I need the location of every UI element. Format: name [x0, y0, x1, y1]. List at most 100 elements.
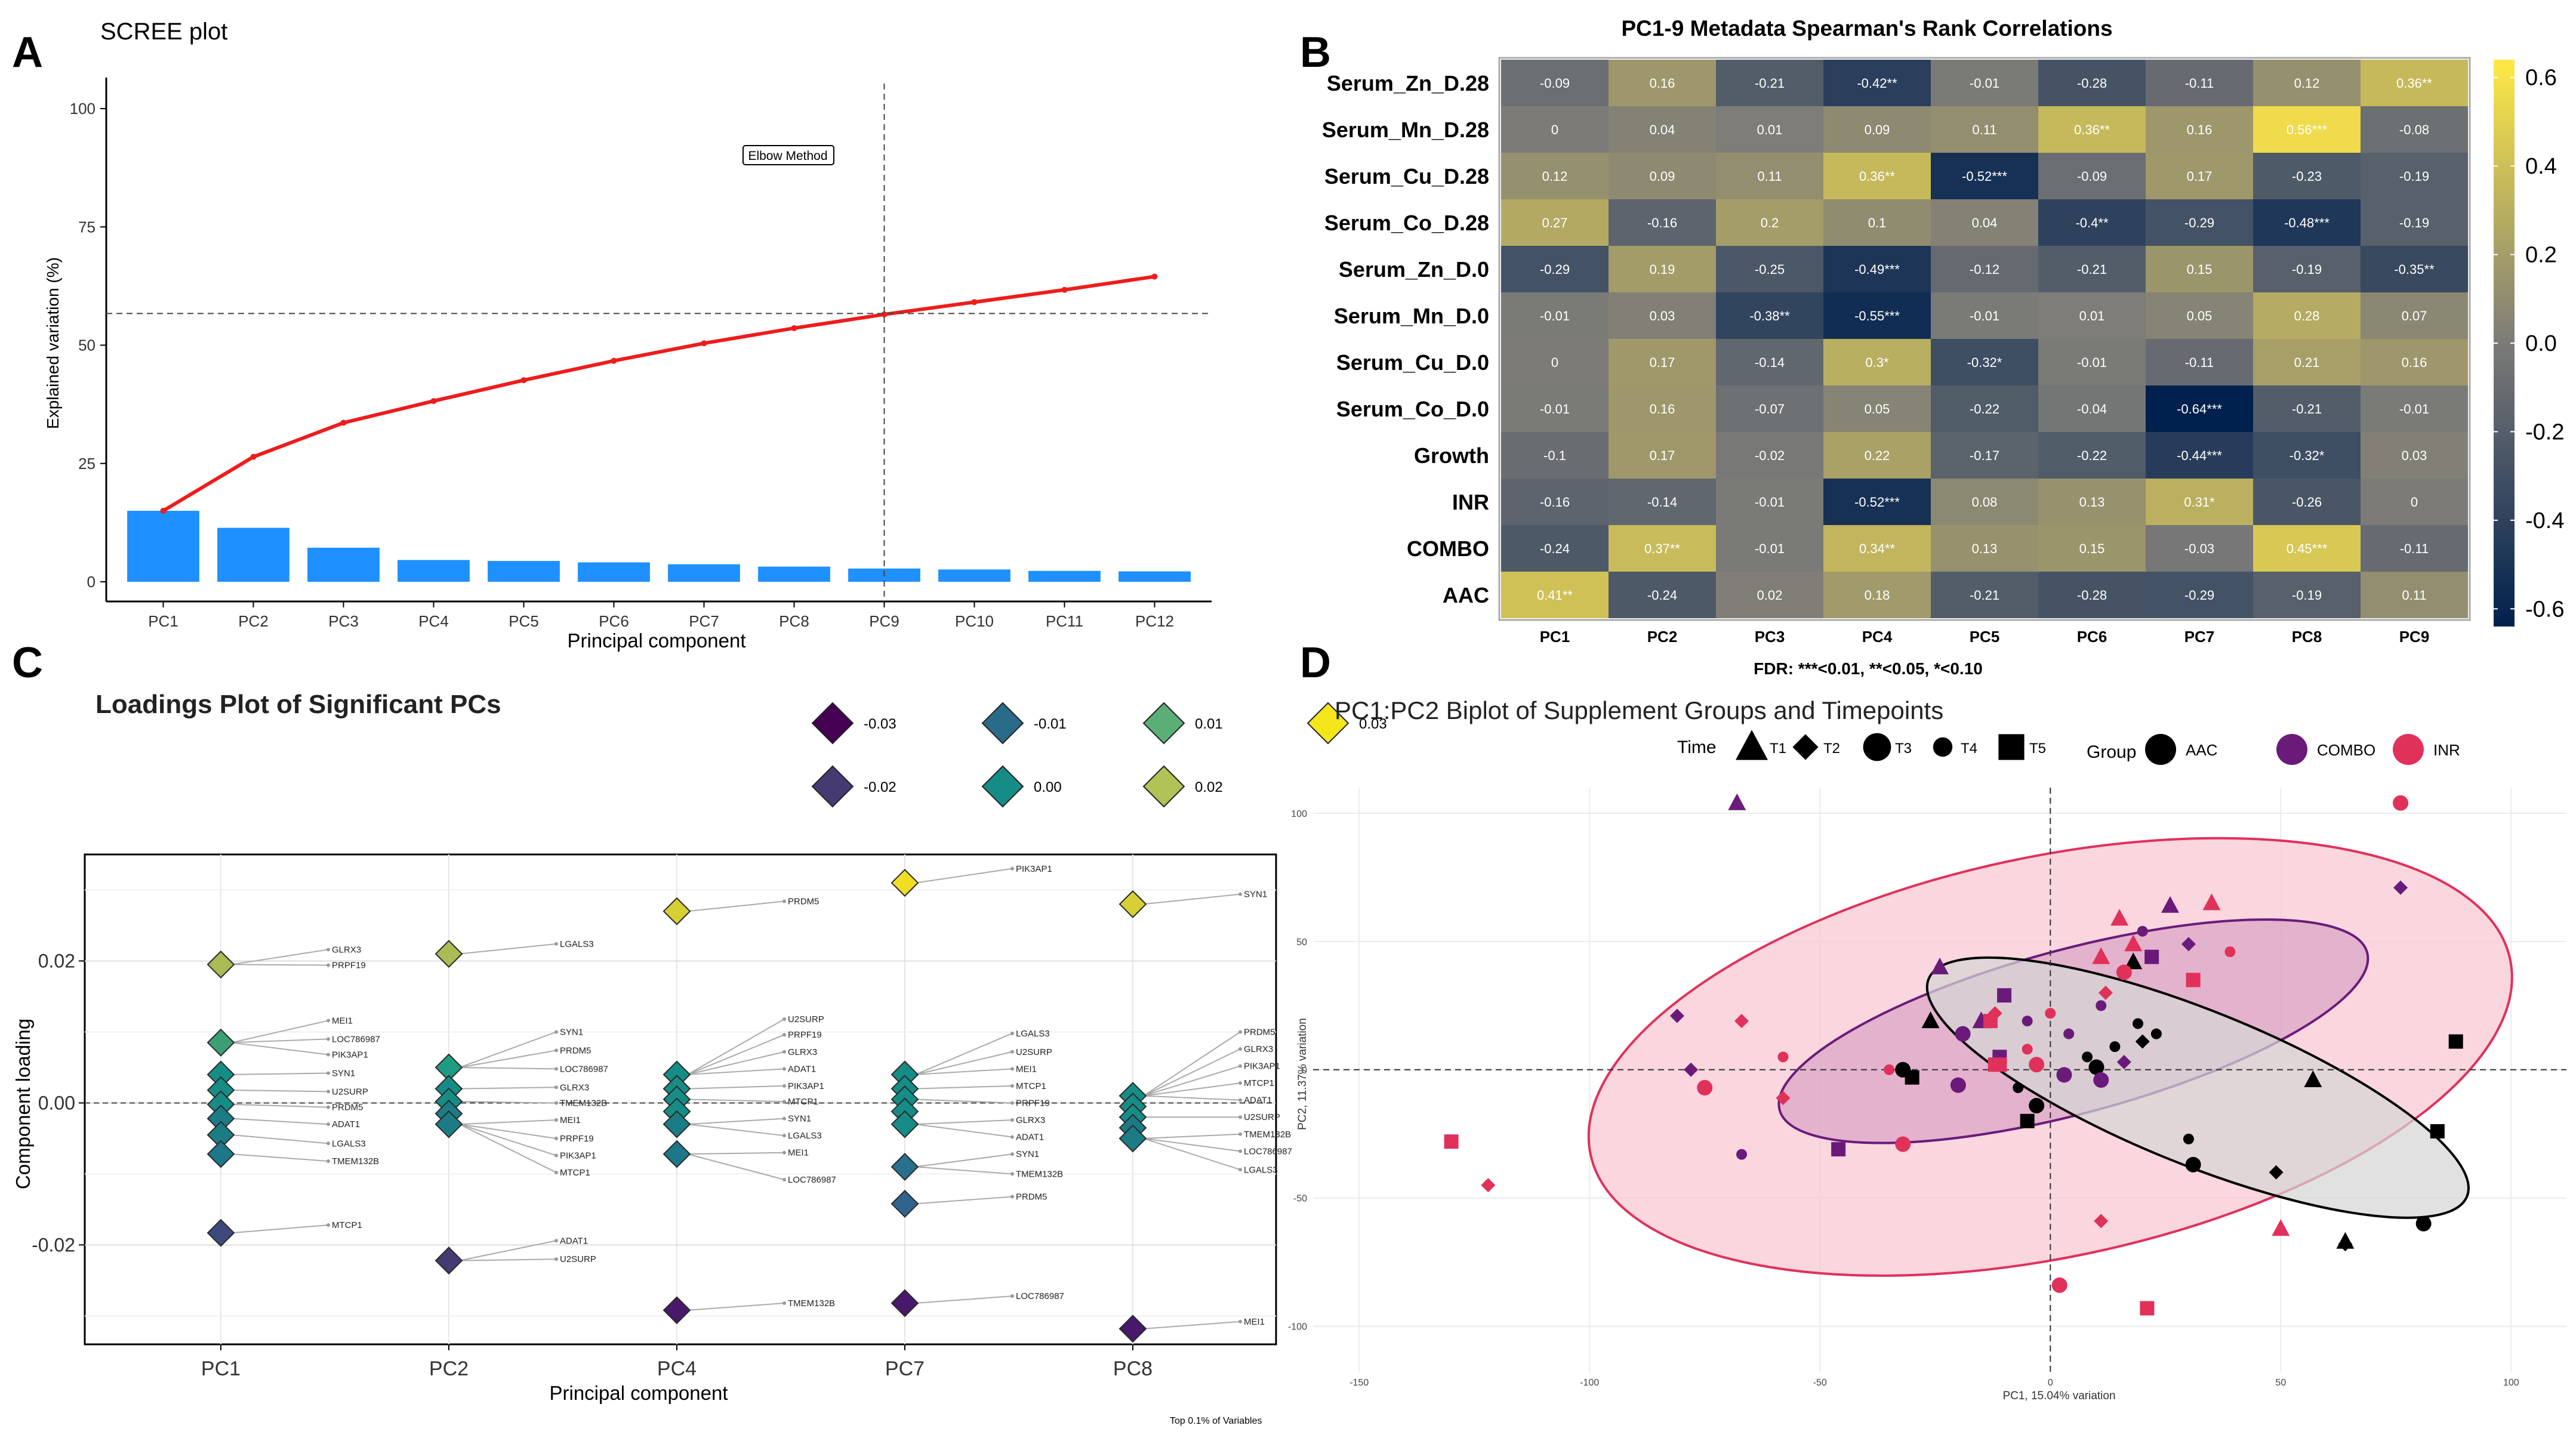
cell-label: -0.01 — [1755, 495, 1785, 510]
legend-label: -0.03 — [864, 716, 896, 732]
x-tick-label: PC2 — [429, 1357, 469, 1380]
cell-label: -0.52*** — [1962, 169, 2007, 184]
loading-point — [663, 1140, 691, 1168]
cell-label: -0.01 — [1755, 541, 1785, 556]
legend-swatch — [811, 765, 854, 808]
label-dot — [782, 1084, 786, 1088]
legend-swatch — [981, 702, 1024, 745]
heatmap-cell — [2253, 60, 2361, 106]
label-leader — [231, 1038, 329, 1044]
cumulative-point — [1061, 286, 1068, 293]
gene-label: U2SURP — [1244, 1112, 1280, 1122]
label-leader — [1143, 1137, 1241, 1171]
label-leader — [459, 1240, 557, 1261]
label-leader — [231, 1153, 329, 1162]
cell-label: 0.04 — [1650, 122, 1675, 137]
cell-label: -0.19 — [2399, 215, 2429, 230]
row-label: Serum_Mn_D.28 — [1322, 118, 1489, 142]
label-leader — [231, 949, 329, 965]
label-dot — [1010, 1172, 1014, 1176]
heatmap-cell — [2253, 525, 2361, 572]
biplot-point — [2022, 1044, 2033, 1055]
heatmap-cell — [2253, 339, 2361, 385]
cell-label: -0.14 — [1755, 355, 1785, 370]
cell-label: -0.01 — [1540, 402, 1570, 416]
heatmap-cell — [2038, 106, 2146, 153]
legend-time-label: T5 — [2029, 740, 2046, 757]
heatmap-cell — [1501, 292, 1609, 339]
column-label: PC5 — [1970, 628, 2000, 646]
cell-label: 0.11 — [1972, 122, 1996, 137]
cell-label: 0.16 — [1650, 76, 1675, 91]
legend-group-title: Group — [2087, 742, 2136, 762]
label-dot — [1010, 1050, 1014, 1054]
label-leader — [231, 1042, 329, 1056]
legend-label: 0.02 — [1195, 779, 1223, 795]
legend-time-label: T3 — [1895, 740, 1912, 757]
label-dot — [782, 1134, 786, 1138]
loading-point — [890, 1110, 919, 1138]
gene-label: PIK3AP1 — [332, 1050, 368, 1060]
gene-label: MTCP1 — [788, 1097, 818, 1107]
cell-label: -0.49*** — [1854, 262, 1900, 277]
heatmap-cell — [2038, 292, 2146, 339]
biplot-point — [1734, 1014, 1749, 1029]
loading-point — [435, 940, 463, 968]
heatmap-cell — [2253, 432, 2361, 479]
loading-point — [890, 1189, 919, 1218]
biplot-point — [2140, 1301, 2155, 1316]
label-leader — [687, 1153, 785, 1180]
cell-label: -0.11 — [2400, 541, 2429, 556]
biplot-point — [2272, 1219, 2290, 1236]
row-label: INR — [1452, 490, 1489, 514]
cell-label: -0.22 — [2077, 448, 2107, 463]
cell-label: 0.08 — [1972, 495, 1998, 510]
gene-label: GLRX3 — [560, 1082, 589, 1093]
label-leader — [459, 1119, 557, 1125]
cell-label: -0.16 — [1540, 495, 1570, 510]
legend-group-swatch — [2276, 734, 2307, 765]
label-leader — [915, 1196, 1013, 1205]
loading-point — [207, 951, 235, 979]
cell-label: -0.01 — [1970, 308, 1999, 323]
cell-label: -0.52*** — [1854, 495, 1900, 510]
biplot-point — [2092, 947, 2110, 964]
loading-point — [890, 1153, 919, 1181]
colorbar-label: -0.4 — [2525, 508, 2564, 533]
cumulative-point — [701, 340, 707, 347]
biplot-point — [1997, 988, 2012, 1003]
gene-label: ADAT1 — [332, 1119, 360, 1130]
column-label: PC9 — [2399, 628, 2430, 646]
heatmap-cell — [2146, 479, 2253, 525]
label-dot — [326, 1159, 330, 1164]
label-dot — [326, 1053, 330, 1057]
legend-time-symbol — [1998, 734, 2025, 760]
heatmap-cell — [1609, 572, 1716, 618]
biplot-point — [2013, 1082, 2024, 1093]
panel-c-legend: -0.03 -0.01 0.01 0.03 -0.02 0.00 0.02 — [811, 702, 1387, 808]
biplot-point — [2029, 1057, 2045, 1073]
legend-group-swatch — [2393, 734, 2424, 765]
label-leader — [1143, 1320, 1241, 1329]
label-leader — [915, 1295, 1013, 1304]
biplot-point — [1669, 1008, 1684, 1023]
heatmap-cell — [2253, 199, 2361, 246]
label-dot — [554, 1171, 558, 1175]
heatmap-cell — [1609, 60, 1716, 106]
bar — [217, 527, 289, 582]
legend-label: 0.03 — [1359, 716, 1387, 732]
biplot-point — [1921, 1011, 1940, 1029]
label-leader — [231, 1118, 329, 1125]
cell-label: -0.01 — [1540, 308, 1570, 323]
heatmap-cell — [2253, 479, 2361, 525]
biplot-point — [2029, 1097, 2045, 1113]
heatmap-cell — [2038, 339, 2146, 385]
column-label: PC6 — [2077, 628, 2107, 646]
panel-d-letter: D — [1300, 639, 1331, 687]
gene-label: PIK3AP1 — [1244, 1062, 1280, 1072]
label-dot — [326, 1037, 330, 1041]
heatmap-cell — [1823, 432, 1931, 479]
legend-group-label: INR — [2433, 741, 2460, 759]
cell-label: 0.02 — [1757, 588, 1783, 603]
